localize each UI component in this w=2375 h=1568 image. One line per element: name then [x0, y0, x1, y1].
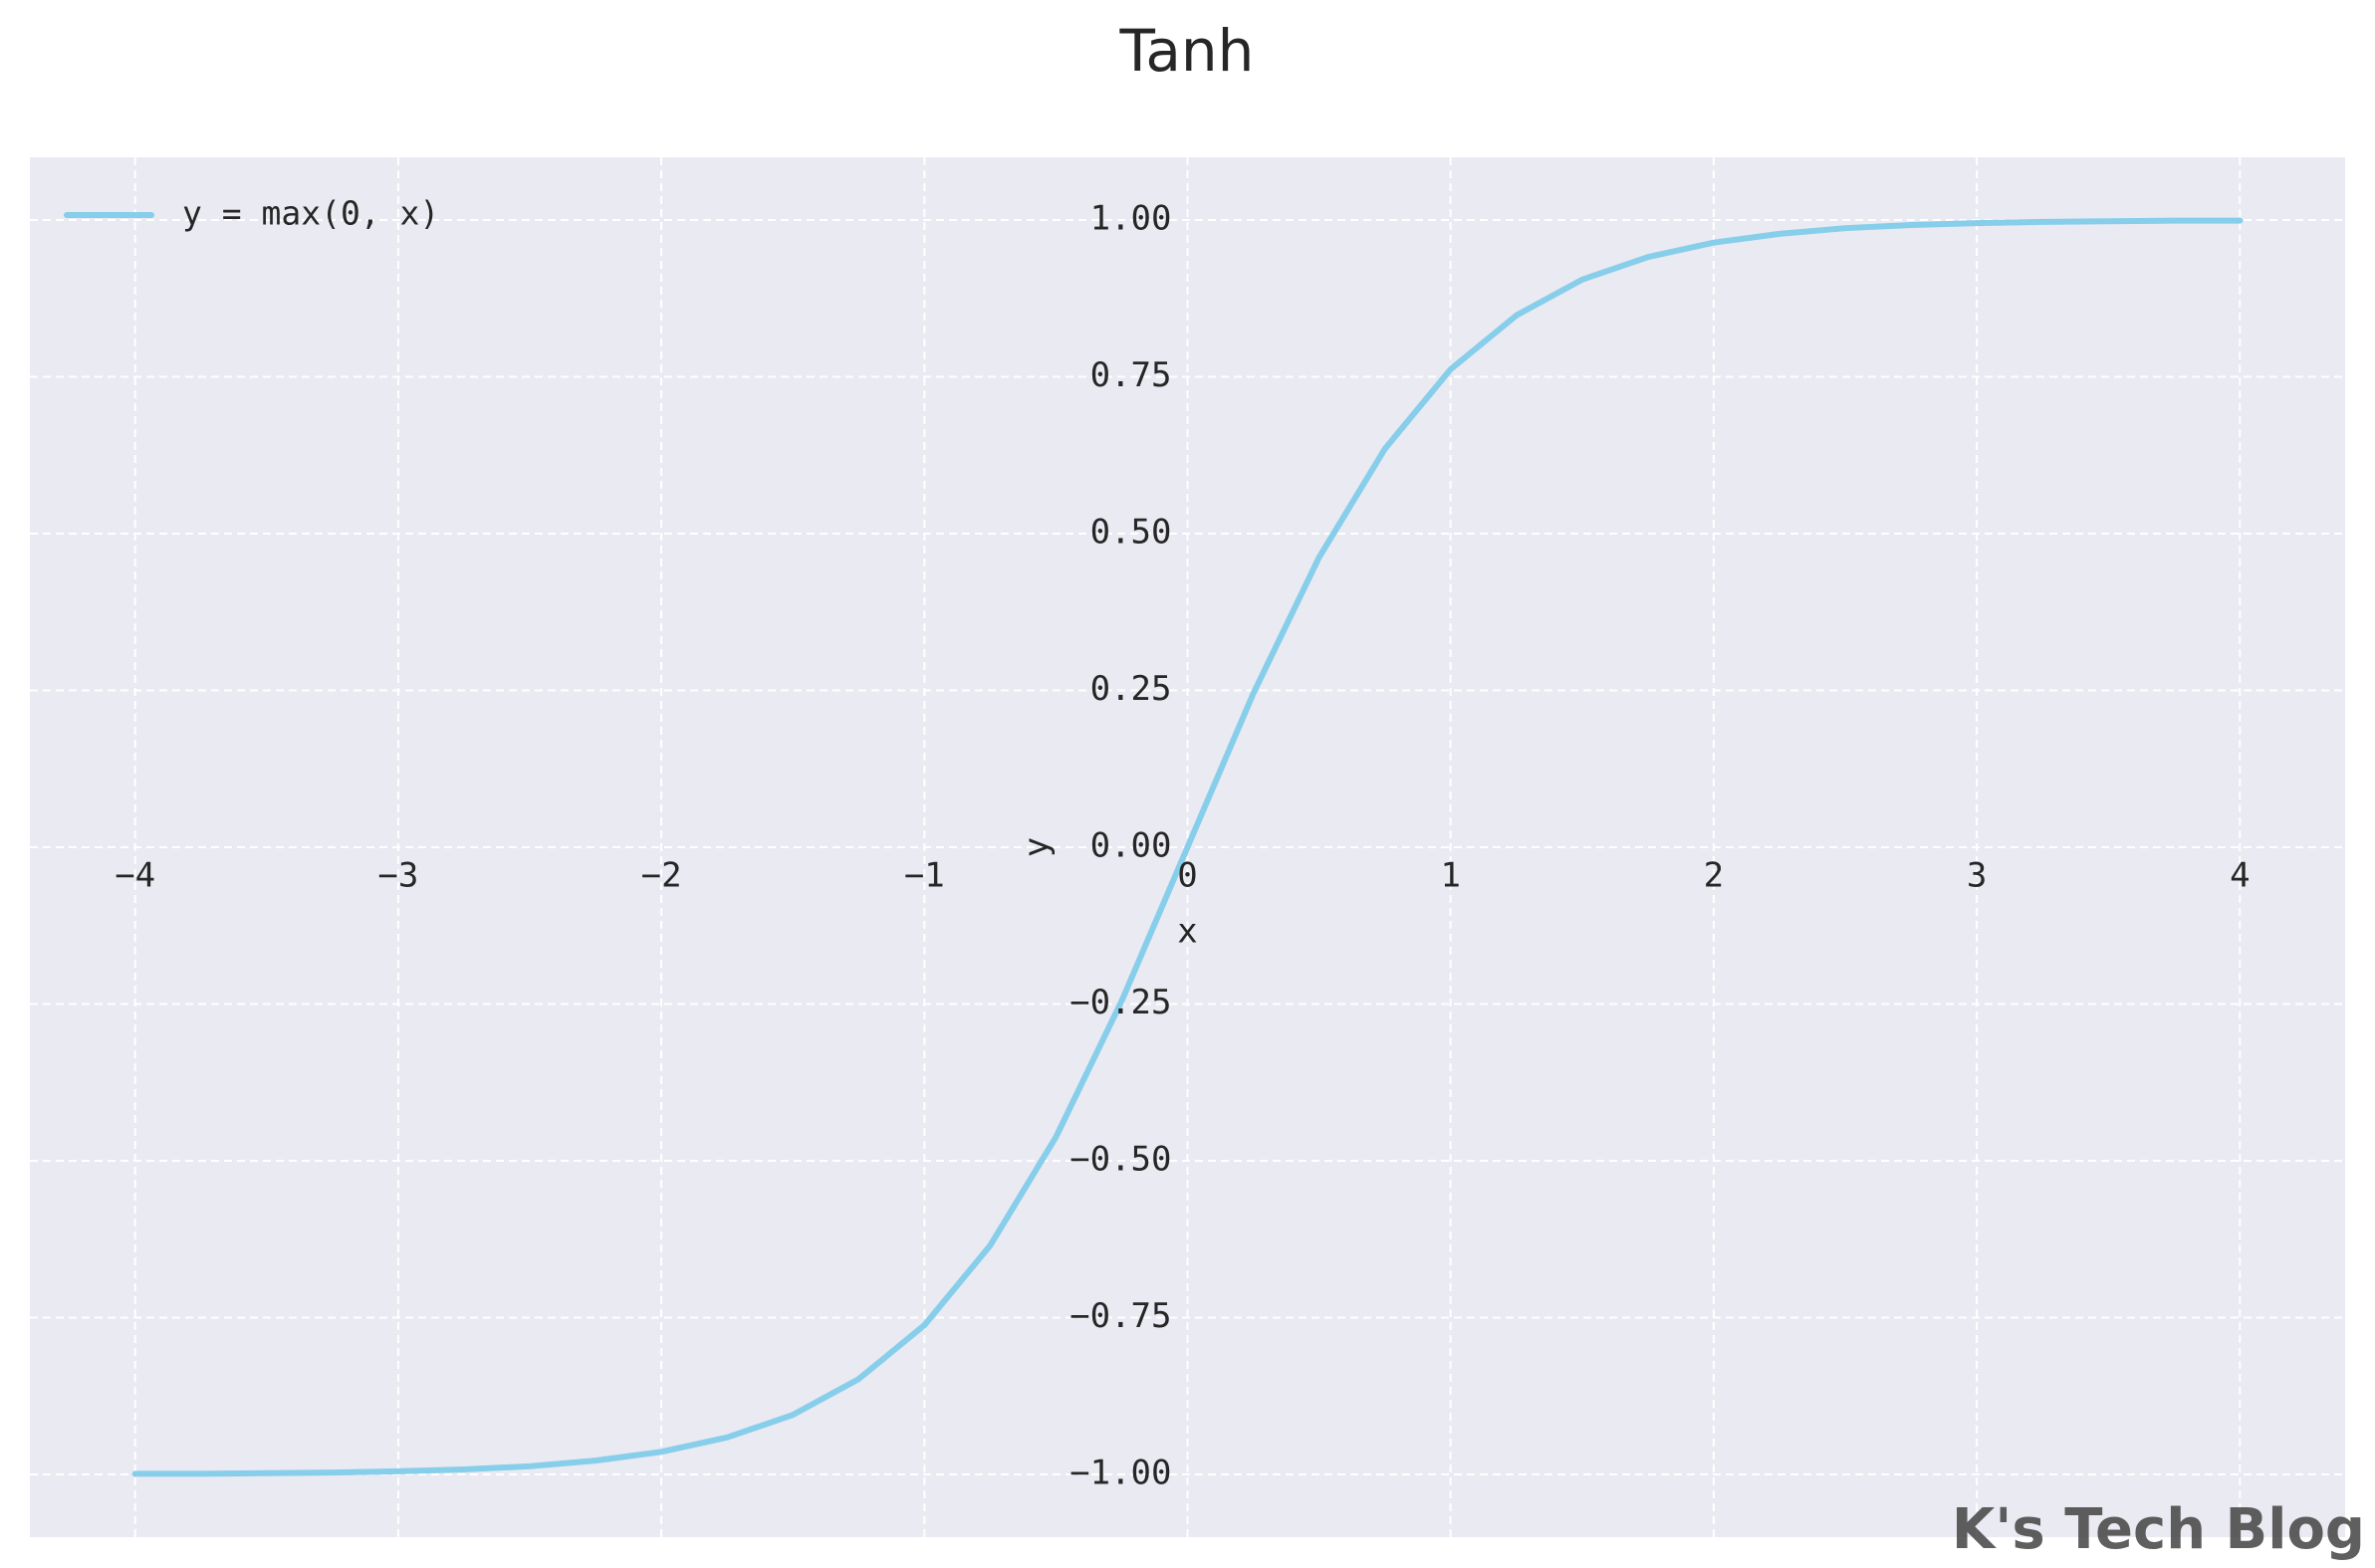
- chart-title: Tanh: [1119, 17, 1255, 85]
- y-tick-label: 1.00: [1090, 199, 1172, 239]
- y-tick-label: 0.00: [1090, 826, 1172, 866]
- y-tick-label: 0.25: [1090, 669, 1172, 709]
- y-axis-label: y: [1017, 837, 1057, 857]
- content: [131, 217, 2244, 1477]
- x-tick-label: 0: [1177, 856, 1197, 896]
- x-tick-label: 4: [2230, 856, 2250, 896]
- x-tick-label: 1: [1440, 856, 1460, 896]
- x-tick-label: −2: [641, 856, 682, 896]
- x-tick-label: −1: [904, 856, 945, 896]
- x-tick-label: 2: [1704, 856, 1724, 896]
- x-tick-label: 3: [1967, 856, 1987, 896]
- y-tick-label: −0.50: [1069, 1140, 1171, 1180]
- y-tick-label: −0.25: [1069, 983, 1171, 1022]
- x-tick-label: −4: [115, 856, 155, 896]
- y-tick-label: −0.75: [1069, 1296, 1171, 1336]
- y-tick-label: 0.75: [1090, 355, 1172, 395]
- y-tick-label: 0.50: [1090, 513, 1172, 553]
- line: [131, 217, 2244, 1477]
- x-axis-label: x: [1177, 912, 1197, 952]
- x-tick-label: −3: [377, 856, 418, 896]
- watermark: K's Tech Blog: [1952, 1497, 2365, 1562]
- legend-label: y = max(0, x): [182, 194, 439, 233]
- y-tick-label: −1.00: [1069, 1454, 1171, 1493]
